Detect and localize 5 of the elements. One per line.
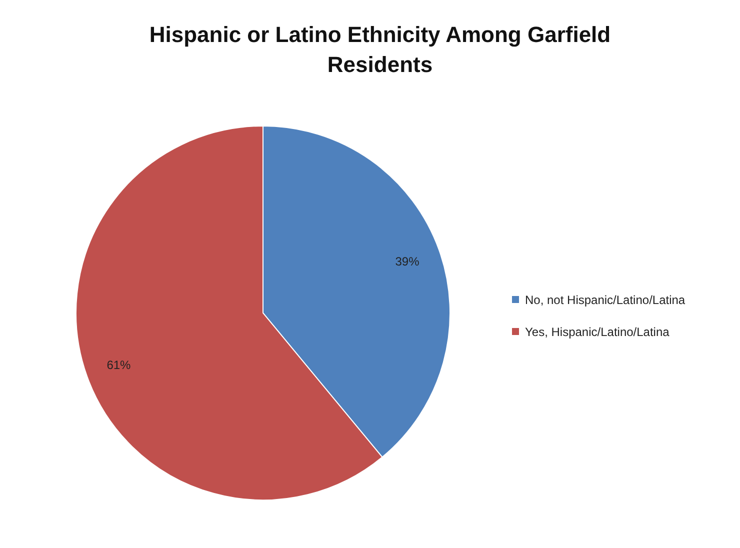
legend-label: Yes, Hispanic/Latino/Latina [525,325,670,340]
data-label: 39% [395,254,420,268]
data-label: 61% [106,358,132,372]
legend-label: No, not Hispanic/Latino/Latina [525,293,686,308]
chart-title: Hispanic or Latino Ethnicity Among Garfield Residents [149,22,611,77]
